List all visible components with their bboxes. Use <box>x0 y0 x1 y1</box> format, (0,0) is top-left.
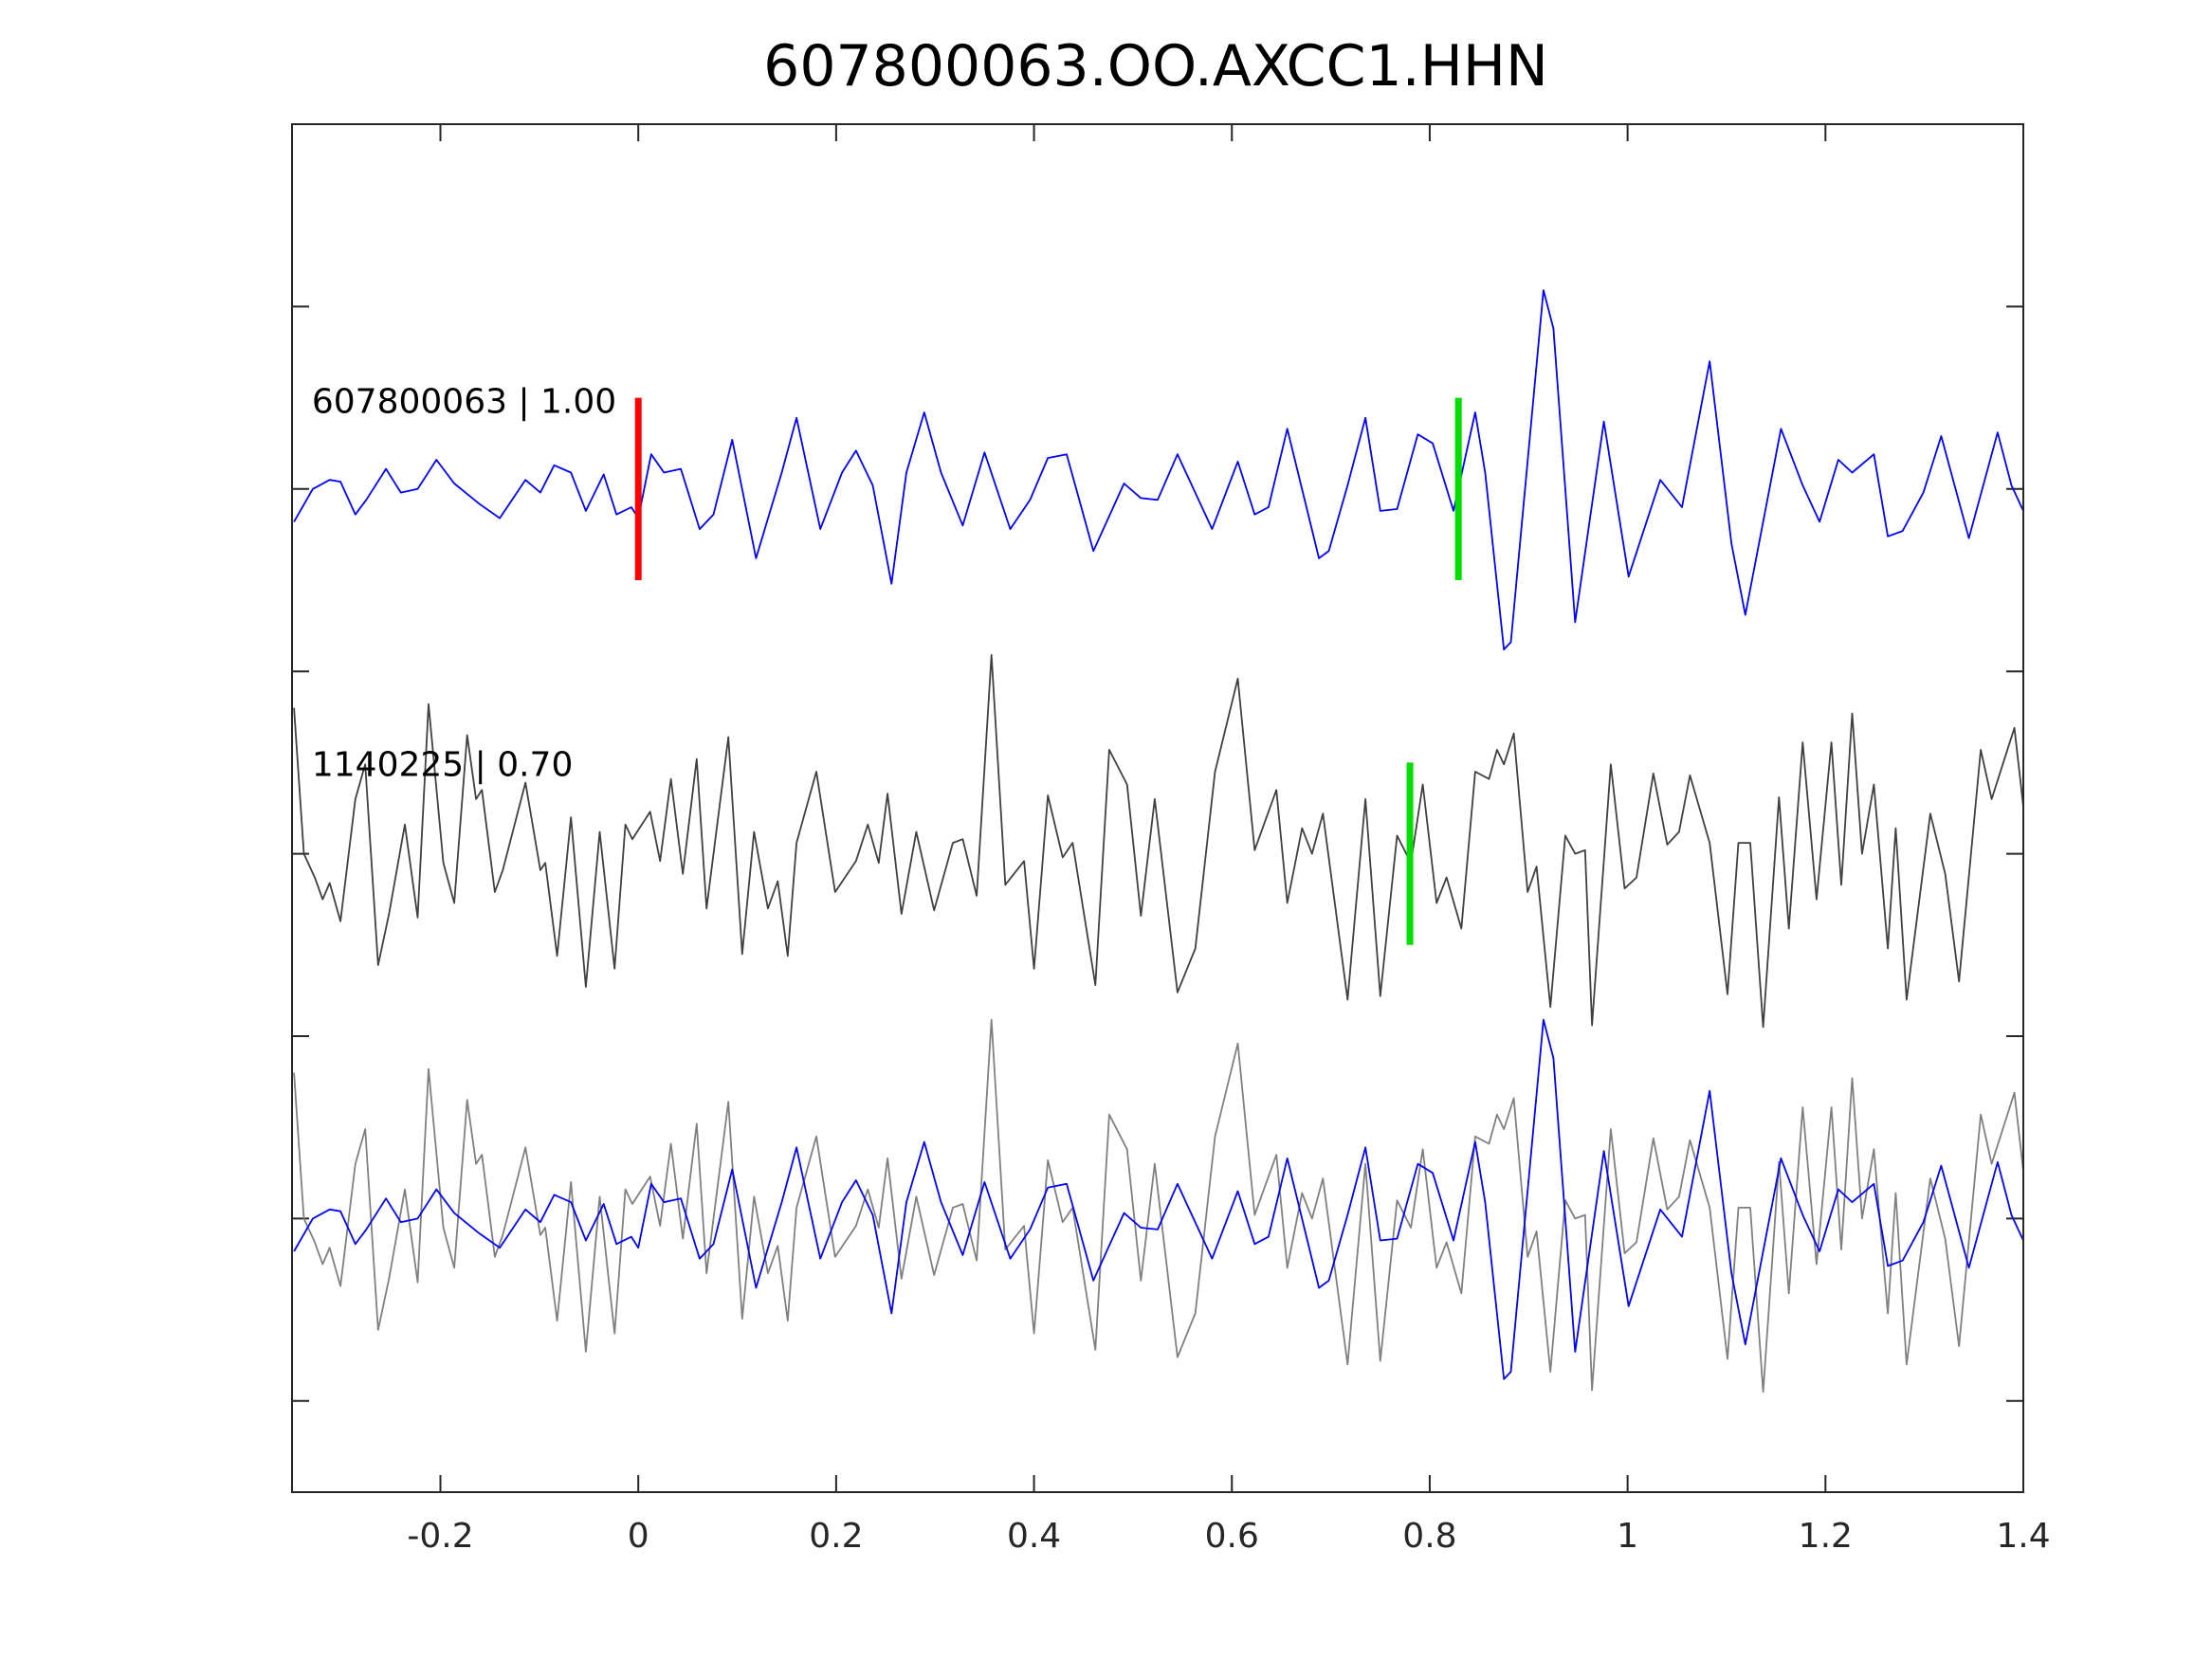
x-tick-label: 0.2 <box>809 1517 863 1556</box>
detection-trace <box>293 654 2024 1029</box>
trace-label-detection: 1140225 | 0.70 <box>312 745 574 784</box>
x-tick-label: 0 <box>628 1517 649 1556</box>
axis-ticks <box>292 124 2024 1492</box>
overlay-detection-trace <box>293 1018 2024 1394</box>
x-tick-labels: -0.2 0 0.2 0.4 0.6 0.8 1 1.2 1.4 <box>407 1517 2050 1556</box>
x-tick-label: 0.6 <box>1205 1517 1259 1556</box>
trace-label-template: 607800063 | 1.00 <box>312 382 616 421</box>
overlay-template-trace <box>293 1018 2024 1380</box>
x-tick-label: -0.2 <box>407 1517 473 1556</box>
x-tick-label: 1.2 <box>1799 1517 1853 1556</box>
x-tick-label: 1.4 <box>1996 1517 2050 1556</box>
chart-title: 607800063.OO.AXCC1.HHN <box>763 33 1548 100</box>
plot-frame <box>291 123 2024 1493</box>
x-tick-label: 1 <box>1617 1517 1638 1556</box>
picks <box>634 397 1462 945</box>
x-tick-label: 0.4 <box>1007 1517 1061 1556</box>
template-trace <box>293 289 2024 650</box>
traces <box>293 289 2024 1394</box>
x-tick-label: 0.8 <box>1402 1517 1456 1556</box>
